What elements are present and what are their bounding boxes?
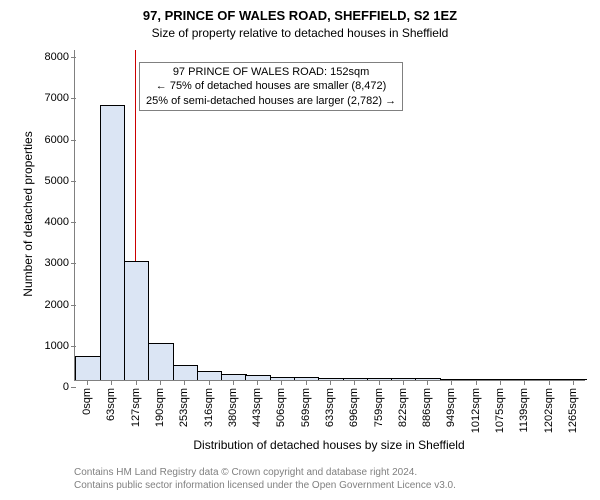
x-tick-label: 1139sqm — [518, 388, 530, 432]
histogram-bar — [75, 356, 100, 380]
histogram-bar — [440, 379, 465, 381]
histogram-bar — [221, 374, 246, 380]
x-tick-label: 380sqm — [227, 388, 239, 427]
x-tick-mark — [87, 380, 88, 385]
x-tick-mark — [257, 380, 258, 385]
x-tick-label: 1202sqm — [543, 388, 555, 433]
x-tick-label: 506sqm — [275, 388, 287, 427]
chart-container: 97, PRINCE OF WALES ROAD, SHEFFIELD, S2 … — [0, 0, 600, 500]
x-tick-mark — [209, 380, 210, 385]
histogram-bar — [245, 375, 270, 380]
chart-title-line1: 97, PRINCE OF WALES ROAD, SHEFFIELD, S2 … — [0, 8, 600, 23]
y-tick-label: 6000 — [45, 134, 75, 146]
y-tick-label: 8000 — [45, 51, 75, 63]
x-tick-label: 1265sqm — [567, 388, 579, 433]
histogram-bar — [513, 379, 538, 381]
y-tick-label: 2000 — [45, 299, 75, 311]
plot-area: 97 PRINCE OF WALES ROAD: 152sqm← 75% of … — [74, 50, 585, 381]
histogram-bar — [415, 378, 440, 380]
x-tick-label: 1075sqm — [494, 388, 506, 433]
histogram-bar — [294, 377, 319, 380]
histogram-bar — [173, 365, 198, 380]
x-tick-mark — [160, 380, 161, 385]
histogram-bar — [270, 377, 295, 380]
y-tick-label: 7000 — [45, 92, 75, 104]
annotation-box: 97 PRINCE OF WALES ROAD: 152sqm← 75% of … — [139, 62, 403, 111]
annotation-line: 25% of semi-detached houses are larger (… — [146, 94, 396, 108]
x-tick-mark — [476, 380, 477, 385]
x-tick-mark — [451, 380, 452, 385]
x-tick-mark — [306, 380, 307, 385]
y-tick-label: 1000 — [45, 340, 75, 352]
x-tick-label: 569sqm — [300, 388, 312, 427]
x-tick-label: 127sqm — [130, 388, 142, 427]
credits-text: Contains HM Land Registry data © Crown c… — [74, 466, 456, 492]
x-tick-label: 759sqm — [373, 388, 385, 427]
histogram-bar — [148, 343, 173, 380]
histogram-bar — [391, 378, 416, 380]
x-tick-label: 1012sqm — [470, 388, 482, 433]
x-tick-label: 949sqm — [445, 388, 457, 427]
x-tick-label: 886sqm — [421, 388, 433, 427]
histogram-bar — [464, 379, 489, 381]
x-tick-label: 633sqm — [324, 388, 336, 427]
x-tick-mark — [111, 380, 112, 385]
x-tick-mark — [524, 380, 525, 385]
histogram-bar — [197, 371, 222, 380]
x-tick-label: 316sqm — [203, 388, 215, 427]
x-tick-label: 63sqm — [105, 388, 117, 421]
y-tick-label: 4000 — [45, 216, 75, 228]
x-tick-label: 696sqm — [348, 388, 360, 427]
histogram-bar — [537, 379, 562, 381]
x-tick-mark — [500, 380, 501, 385]
x-tick-mark — [184, 380, 185, 385]
histogram-bar — [100, 105, 125, 380]
x-tick-mark — [330, 380, 331, 385]
histogram-bar — [343, 378, 368, 380]
x-tick-mark — [233, 380, 234, 385]
x-tick-label: 190sqm — [154, 388, 166, 427]
x-tick-mark — [136, 380, 137, 385]
annotation-line: ← 75% of detached houses are smaller (8,… — [146, 79, 396, 93]
x-tick-label: 253sqm — [178, 388, 190, 427]
x-tick-mark — [281, 380, 282, 385]
credits-line2: Contains public sector information licen… — [74, 479, 456, 492]
x-tick-label: 822sqm — [397, 388, 409, 427]
y-axis-label: Number of detached properties — [21, 49, 35, 379]
y-tick-label: 3000 — [45, 257, 75, 269]
chart-title-line2: Size of property relative to detached ho… — [0, 26, 600, 40]
x-tick-label: 443sqm — [251, 388, 263, 427]
y-tick-label: 5000 — [45, 175, 75, 187]
x-tick-label: 0sqm — [81, 388, 93, 415]
histogram-bar — [124, 261, 149, 380]
x-axis-label: Distribution of detached houses by size … — [74, 438, 584, 452]
x-tick-mark — [354, 380, 355, 385]
histogram-bar — [561, 379, 586, 381]
x-tick-mark — [403, 380, 404, 385]
histogram-bar — [367, 378, 392, 380]
y-tick-label: 0 — [63, 381, 75, 393]
x-tick-mark — [379, 380, 380, 385]
x-tick-mark — [549, 380, 550, 385]
x-tick-mark — [573, 380, 574, 385]
x-tick-mark — [427, 380, 428, 385]
annotation-line: 97 PRINCE OF WALES ROAD: 152sqm — [146, 65, 396, 79]
credits-line1: Contains HM Land Registry data © Crown c… — [74, 466, 456, 479]
